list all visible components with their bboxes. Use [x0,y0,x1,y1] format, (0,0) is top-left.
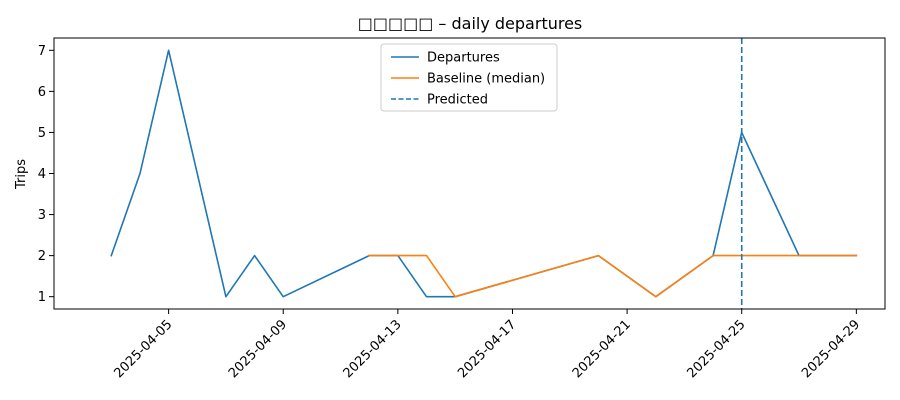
legend-label: Baseline (median) [427,72,545,87]
x-tick-label: 2025-04-05 [111,317,175,381]
plot-area [110,38,858,309]
x-tick-label: 2025-04-17 [455,317,519,381]
x-tick-label: 2025-04-21 [570,317,634,381]
y-tick-label: 6 [38,85,46,100]
x-tick-label: 2025-04-29 [799,317,863,381]
series-line [368,254,858,298]
y-tick-label: 4 [38,167,46,182]
x-tick-label: 2025-04-13 [341,317,405,381]
legend-label: Predicted [427,93,488,108]
x-tick-label: 2025-04-09 [226,317,290,381]
legend-box [380,43,558,112]
y-axis-label: Trips [14,159,29,190]
y-tick-label: 2 [38,249,46,264]
y-tick-label: 1 [38,290,46,305]
legend-label: Departures [427,51,500,66]
chart-title: □□□□□ – daily departures [358,14,583,33]
y-tick-label: 7 [38,44,46,59]
series-line [110,49,858,298]
x-axis: 2025-04-05 2025-04-09 2025-04-13 2025-04-17… [111,309,863,381]
x-tick-label: 2025-04-25 [685,317,749,381]
y-axis: 1 2 3 4 5 6 7 [38,44,54,305]
y-tick-label: 5 [38,126,46,141]
y-tick-label: 3 [38,208,46,223]
legend: Departures Baseline (median) Predicted [380,43,558,112]
